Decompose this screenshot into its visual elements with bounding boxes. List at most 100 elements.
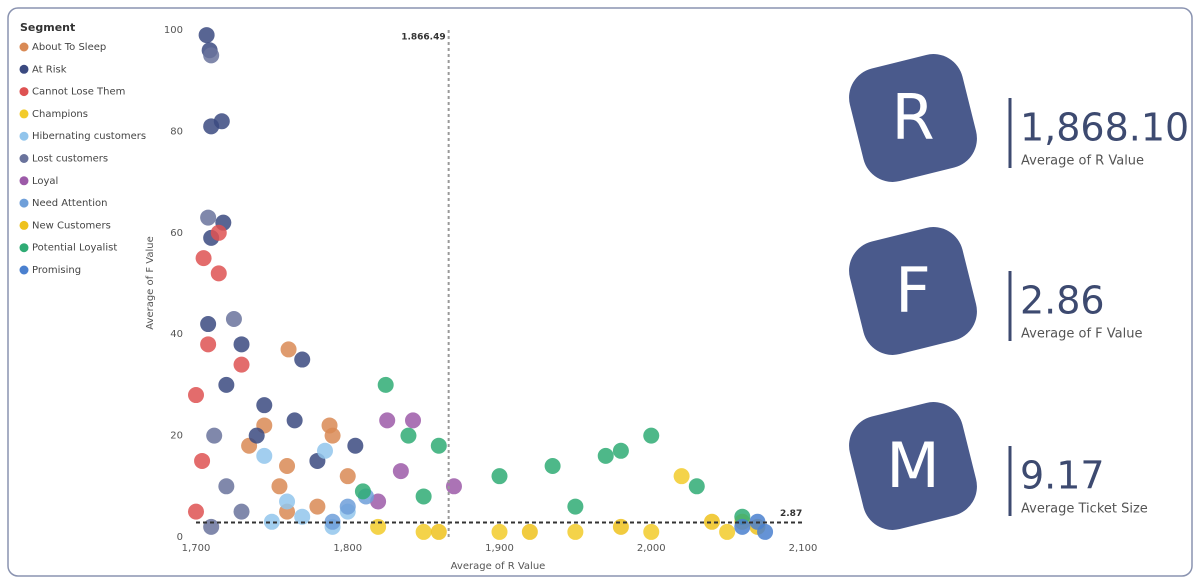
legend-swatch	[19, 131, 29, 141]
point	[377, 376, 394, 393]
point	[188, 387, 204, 404]
point	[195, 250, 212, 267]
point	[703, 513, 720, 530]
point	[688, 478, 705, 495]
y-tick-label: 100	[164, 25, 183, 36]
legend-swatch	[19, 87, 29, 97]
point	[734, 518, 751, 535]
legend-label: Hibernating customers	[32, 131, 146, 142]
point	[248, 427, 265, 444]
card-letter: R	[891, 81, 934, 154]
legend-label: At Risk	[32, 64, 67, 75]
point	[445, 478, 462, 495]
point	[379, 412, 396, 429]
point	[316, 442, 333, 459]
card-label: Average Ticket Size	[1021, 502, 1148, 517]
point	[415, 488, 432, 505]
point	[491, 468, 508, 485]
point	[194, 452, 211, 469]
point	[405, 412, 422, 429]
legend-label: Cannot Lose Them	[32, 87, 125, 98]
point	[233, 336, 250, 353]
point	[430, 523, 447, 540]
point	[225, 310, 242, 327]
point	[339, 468, 356, 485]
point	[200, 316, 217, 333]
card-label: Average of R Value	[1021, 154, 1144, 169]
point	[612, 518, 629, 535]
card-value: 9.17	[1020, 454, 1105, 498]
legend-label: Lost customers	[32, 154, 108, 165]
x-tick-label: 1,900	[485, 543, 514, 554]
legend-label: Loyal	[32, 176, 58, 187]
point	[233, 356, 250, 373]
card-letter: F	[895, 254, 931, 327]
point	[200, 336, 217, 353]
point	[370, 518, 387, 535]
point	[200, 209, 217, 226]
legend-label: Need Attention	[32, 198, 107, 209]
frame	[7, 7, 1193, 577]
point	[321, 417, 338, 434]
reference-label: 2.87	[780, 509, 802, 519]
point	[544, 458, 561, 475]
card-value: 2.86	[1020, 279, 1105, 323]
x-tick-label: 2,100	[789, 543, 818, 554]
point	[370, 493, 387, 510]
y-tick-label: 20	[170, 431, 183, 442]
point	[354, 483, 371, 500]
point	[256, 397, 273, 414]
point	[280, 341, 297, 358]
point	[400, 427, 417, 444]
point	[612, 442, 629, 459]
card-value: 1,868.10	[1020, 106, 1189, 150]
point	[198, 27, 215, 44]
legend-swatch	[19, 265, 29, 275]
legend-label: Promising	[32, 265, 81, 276]
point	[567, 498, 584, 515]
point	[415, 523, 432, 540]
point	[294, 351, 311, 368]
point	[347, 437, 364, 454]
legend-swatch	[19, 220, 29, 230]
card-badge	[849, 227, 977, 355]
point	[719, 523, 736, 540]
point	[210, 265, 227, 282]
point	[206, 427, 223, 444]
point	[309, 498, 326, 515]
point	[567, 523, 584, 540]
y-tick-label: 60	[170, 228, 183, 239]
point	[643, 523, 660, 540]
legend-swatch	[19, 176, 29, 186]
point	[218, 478, 235, 495]
point	[256, 447, 273, 464]
point	[294, 508, 311, 525]
card-letter: M	[886, 429, 940, 502]
y-axis-title: Average of F Value	[145, 236, 156, 329]
point	[643, 427, 660, 444]
point	[521, 523, 538, 540]
y-tick-label: 80	[170, 126, 183, 137]
point	[673, 468, 690, 485]
point	[203, 118, 220, 135]
point	[263, 513, 280, 530]
point	[339, 498, 356, 515]
reference-label: 1.866.49	[401, 33, 445, 43]
point	[203, 518, 220, 535]
point	[188, 503, 204, 520]
legend-swatch	[19, 109, 29, 119]
x-tick-label: 1,800	[333, 543, 362, 554]
point	[491, 523, 508, 540]
legend-swatch	[19, 42, 29, 52]
legend-swatch	[19, 198, 29, 208]
point	[430, 437, 447, 454]
point	[218, 376, 235, 393]
point	[286, 412, 303, 429]
point	[279, 458, 296, 475]
legend-title: Segment	[20, 21, 75, 34]
point	[271, 478, 288, 495]
legend-swatch	[19, 64, 29, 74]
legend-label: Champions	[32, 109, 88, 120]
